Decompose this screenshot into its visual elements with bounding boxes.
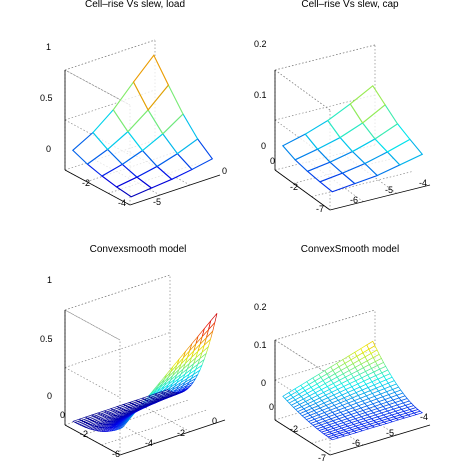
y-axis-line [274,169,331,211]
grid-line [64,274,171,311]
x-tick-label: -4 [145,438,153,448]
y-axis-line [274,419,331,456]
z-tick-label: 0.1 [254,90,267,100]
x-tick-label: -6 [112,449,120,459]
z-tick-label: 0.5 [40,334,53,344]
surface-mesh [282,340,424,441]
x-tick-label: -6 [350,195,358,205]
grid-line [274,44,376,71]
y-tick-label: -5 [153,197,161,207]
y-axis-line [64,169,131,206]
y-axis-line [64,424,121,456]
y-tick-label: 0 [60,410,65,420]
y-tick-label: 0 [270,156,275,166]
x-tick-label: -5 [386,428,394,438]
z-tick-label: 0.5 [40,93,53,103]
grid-line [64,332,171,368]
x-tick-label: -7 [318,453,326,463]
z-tick-label: 0.2 [254,39,267,49]
surface-cell [349,84,386,124]
x-axis-line [119,419,226,456]
grid-line [64,274,171,311]
z-tick-label: 1 [46,42,51,52]
y-tick-label: -2 [290,182,298,192]
grid-line [274,309,376,341]
x-axis-line [329,424,431,456]
surface-mesh [72,313,218,432]
y-tick-label: -2 [80,429,88,439]
z-tick-label: 0.2 [254,302,267,312]
surface-cell [366,340,376,350]
surface-cell [160,389,171,394]
z-tick-label: 0 [47,391,52,401]
x-axis-line [129,174,221,206]
y-tick-label: -2 [290,424,298,434]
subplot-3: Convexsmooth model 1 0.5 0 0 -2 -6 -4 -2… [40,244,226,459]
grid-line [64,39,156,71]
subplot-4: ConvexSmooth model 0.2 0.1 0 0 -2 -7 -6 … [254,244,431,463]
x-tick-label: -6 [352,438,360,448]
subplot-title: ConvexSmooth model [301,244,399,255]
subplot-title: Convexsmooth model [90,244,187,255]
z-tick-label: 0 [46,144,51,154]
x-tick-label: -2 [82,178,90,188]
x-tick-label: -7 [316,204,324,214]
grid-line [274,69,331,111]
z-tick-label: 0 [261,378,266,388]
subplot-2: Cell–rise Vs slew, cap 0.2 0.1 0 -2 0 -7… [254,0,431,214]
surface-cell [132,54,170,111]
subplot-title: Cell–rise Vs slew, cap [301,0,399,10]
y-tick-label: 0 [222,166,227,176]
x-tick-label: -4 [420,412,428,422]
subplot-1: Cell–rise Vs slew, load 1 0.5 0 -2 -4 -5… [40,0,227,208]
z-tick-label: 0.1 [254,340,267,350]
x-tick-label: -4 [419,178,427,188]
subplot-title: Cell–rise Vs slew, load [85,0,185,10]
z-tick-label: 0 [261,141,266,151]
x-tick-label: -5 [385,185,393,195]
x-tick-label: 0 [212,416,217,426]
grid-line [101,409,207,446]
z-tick-label: 1 [47,275,52,285]
surface-mesh [281,84,424,193]
x-axis-line [329,184,431,211]
surface-mesh [71,54,214,198]
grid-line [64,367,121,398]
grid-line [274,339,331,376]
x-tick-label: -2 [177,428,185,438]
y-tick-label: 0 [269,402,274,412]
x-tick-label: -4 [118,198,126,208]
grid-line [274,69,331,111]
axes-box [64,274,226,456]
